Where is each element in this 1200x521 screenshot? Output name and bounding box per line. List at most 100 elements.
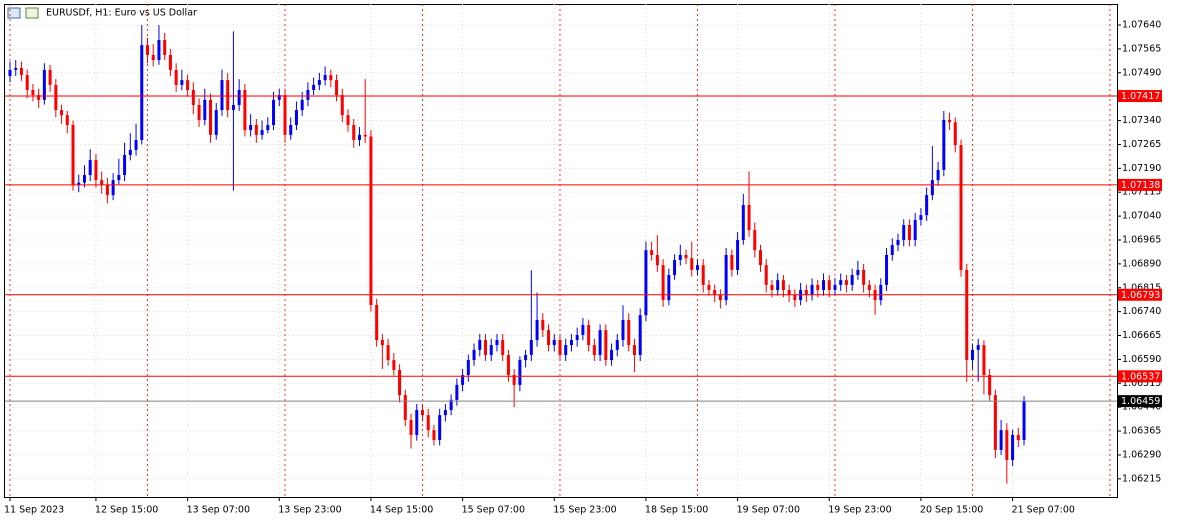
candle-body bbox=[518, 360, 522, 385]
candle-body bbox=[438, 415, 442, 440]
candle-body bbox=[833, 284, 837, 290]
candle-body bbox=[375, 304, 379, 340]
y-tick-label: 1.07190 bbox=[1122, 163, 1161, 174]
candle-body bbox=[157, 39, 161, 61]
price-label: 1.06459 bbox=[1121, 396, 1160, 407]
y-tick-label: 1.06740 bbox=[1122, 306, 1161, 317]
candle-body bbox=[300, 99, 304, 111]
candle-body bbox=[231, 104, 235, 111]
candle-body bbox=[822, 280, 826, 290]
candle-body bbox=[260, 130, 264, 135]
candle-body bbox=[306, 89, 310, 100]
y-tick-label: 1.07640 bbox=[1122, 20, 1161, 31]
candle-body bbox=[776, 280, 780, 290]
candle-body bbox=[730, 254, 734, 270]
candle-body bbox=[117, 175, 121, 181]
candle-body bbox=[724, 254, 728, 301]
candle-body bbox=[60, 110, 64, 116]
candle-body bbox=[461, 375, 465, 385]
candle-body bbox=[312, 84, 316, 90]
candle-body bbox=[191, 89, 195, 105]
x-tick-label: 11 Sep 2023 bbox=[4, 505, 64, 516]
y-tick-label: 1.06590 bbox=[1122, 354, 1161, 365]
candle-body bbox=[398, 369, 402, 396]
candle-body bbox=[890, 245, 894, 255]
price-label: 1.06537 bbox=[1121, 371, 1160, 382]
candle-body bbox=[237, 89, 241, 105]
candle-body bbox=[489, 345, 493, 355]
candle-body bbox=[82, 175, 86, 183]
y-tick-label: 1.07490 bbox=[1122, 67, 1161, 78]
candle-body bbox=[988, 375, 992, 396]
candle-body bbox=[363, 134, 367, 137]
candle-body bbox=[403, 395, 407, 420]
candle-body bbox=[856, 269, 860, 276]
price-label-box bbox=[1118, 90, 1162, 103]
candle-body bbox=[180, 80, 184, 85]
candle-body bbox=[913, 219, 917, 240]
candle-body bbox=[816, 284, 820, 290]
candle-body bbox=[598, 330, 602, 355]
candle-body bbox=[970, 349, 974, 361]
candle-body bbox=[14, 68, 18, 70]
candle-body bbox=[844, 280, 848, 285]
x-tick-label: 13 Sep 07:00 bbox=[187, 505, 250, 516]
candle-body bbox=[455, 384, 459, 400]
candle-body bbox=[145, 45, 149, 55]
candle-body bbox=[615, 339, 619, 350]
x-tick-label: 19 Sep 23:00 bbox=[828, 505, 891, 516]
price-label-box bbox=[1118, 178, 1162, 191]
candle-body bbox=[839, 280, 843, 285]
candle-body bbox=[661, 265, 665, 301]
candle-body bbox=[54, 84, 58, 111]
candle-body bbox=[289, 125, 293, 135]
candle-body bbox=[420, 410, 424, 416]
x-tick-label: 21 Sep 07:00 bbox=[1012, 505, 1075, 516]
y-tick-label: 1.06965 bbox=[1122, 234, 1161, 245]
y-tick-label: 1.07340 bbox=[1122, 115, 1161, 126]
candle-body bbox=[753, 230, 757, 251]
candle-body bbox=[690, 258, 694, 270]
candle-body bbox=[604, 330, 608, 361]
y-tick-label: 1.06515 bbox=[1122, 378, 1161, 389]
candle-body bbox=[885, 254, 889, 285]
candle-body bbox=[673, 260, 677, 276]
candle-body bbox=[529, 339, 533, 355]
candle-body bbox=[48, 69, 52, 85]
candle-body bbox=[879, 284, 883, 301]
candle-body bbox=[163, 39, 167, 55]
candle-body bbox=[632, 345, 636, 355]
candle-body bbox=[804, 289, 808, 296]
candle-body bbox=[678, 254, 682, 261]
candle-body bbox=[610, 349, 614, 361]
x-tick-label: 14 Sep 15:00 bbox=[370, 505, 433, 516]
candle-body bbox=[369, 136, 373, 305]
candle-body bbox=[449, 399, 453, 411]
candle-body bbox=[919, 215, 923, 220]
x-tick-label: 12 Sep 15:00 bbox=[95, 505, 158, 516]
candle-body bbox=[965, 269, 969, 361]
candle-body bbox=[948, 119, 952, 123]
candle-body bbox=[569, 339, 573, 346]
y-tick-label: 1.06815 bbox=[1122, 282, 1161, 293]
candle-body bbox=[575, 334, 579, 340]
candle-body bbox=[541, 319, 545, 331]
candle-body bbox=[94, 160, 98, 181]
candle-body bbox=[100, 180, 104, 185]
candle-body bbox=[432, 430, 436, 440]
candle-body bbox=[466, 360, 470, 376]
candle-body bbox=[718, 295, 722, 301]
toolbar-icons bbox=[7, 7, 39, 19]
candle-body bbox=[186, 80, 190, 90]
candle-body bbox=[621, 319, 625, 340]
candle-body bbox=[564, 345, 568, 355]
plot-frame bbox=[4, 4, 1118, 498]
candle-body bbox=[787, 289, 791, 296]
candle-body bbox=[902, 225, 906, 240]
candle-body bbox=[644, 250, 648, 316]
candle-body bbox=[151, 54, 155, 61]
price-label: 1.06793 bbox=[1121, 290, 1160, 301]
candle-body bbox=[558, 339, 562, 355]
candle-body bbox=[736, 239, 740, 270]
candle-body bbox=[506, 354, 510, 376]
